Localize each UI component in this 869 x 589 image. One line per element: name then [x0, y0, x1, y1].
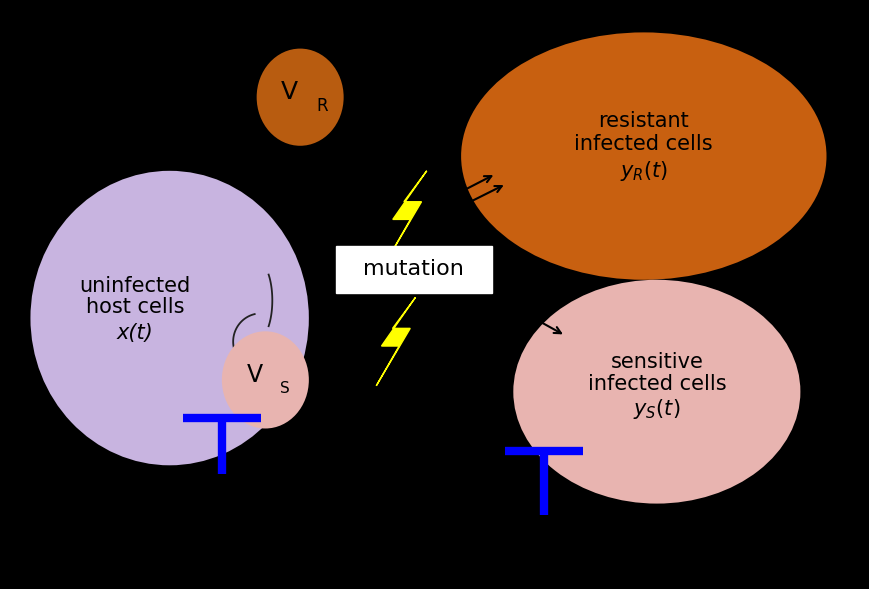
- Ellipse shape: [461, 32, 826, 280]
- Text: infected cells: infected cells: [587, 374, 726, 394]
- Text: $y_S(t)$: $y_S(t)$: [633, 398, 680, 421]
- Ellipse shape: [513, 280, 799, 504]
- Text: V: V: [247, 363, 262, 387]
- FancyBboxPatch shape: [335, 246, 491, 293]
- Text: infected cells: infected cells: [574, 134, 713, 154]
- Text: R: R: [315, 97, 328, 115]
- Polygon shape: [375, 297, 415, 386]
- Text: x(t): x(t): [116, 323, 153, 343]
- Polygon shape: [388, 171, 427, 259]
- Text: V: V: [281, 81, 298, 104]
- Text: mutation: mutation: [363, 260, 463, 279]
- Text: host cells: host cells: [85, 297, 184, 317]
- Ellipse shape: [222, 331, 308, 429]
- Ellipse shape: [256, 49, 343, 146]
- Text: S: S: [280, 381, 290, 396]
- Text: uninfected: uninfected: [79, 276, 190, 296]
- Text: resistant: resistant: [598, 111, 688, 131]
- Text: sensitive: sensitive: [610, 352, 702, 372]
- Text: $y_R(t)$: $y_R(t)$: [619, 159, 667, 183]
- Ellipse shape: [30, 171, 308, 465]
